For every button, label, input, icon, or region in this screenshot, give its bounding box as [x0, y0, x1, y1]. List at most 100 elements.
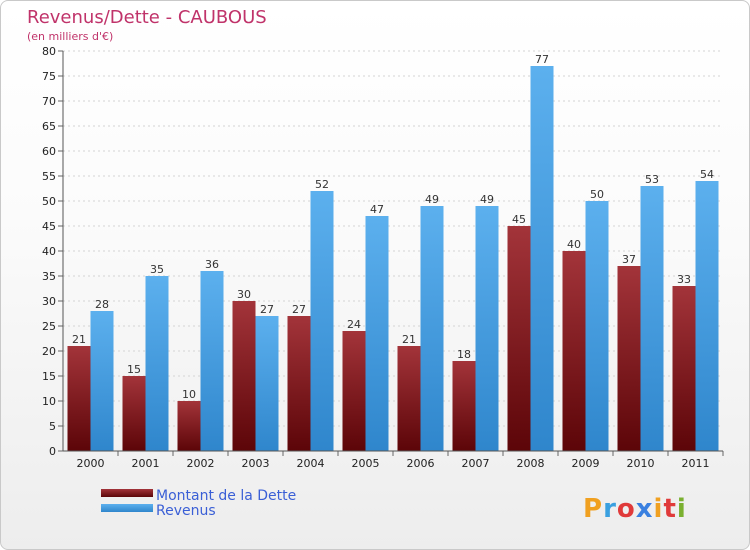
data-label: 15: [127, 363, 141, 376]
y-tick-label: 75: [42, 70, 56, 83]
y-tick-label: 70: [42, 95, 56, 108]
y-tick-label: 55: [42, 170, 56, 183]
data-label: 21: [72, 333, 86, 346]
bar-debt: [452, 361, 476, 451]
bar-debt: [397, 346, 421, 451]
x-tick-label: 2010: [627, 457, 655, 470]
bar-debt: [617, 266, 641, 451]
bar-revenus: [640, 186, 664, 451]
x-tick-label: 2006: [407, 457, 435, 470]
data-label: 40: [567, 238, 581, 251]
data-label: 27: [260, 303, 274, 316]
y-tick-label: 60: [42, 145, 56, 158]
y-tick-label: 10: [42, 395, 56, 408]
bars: [67, 66, 719, 451]
x-tick-label: 2007: [462, 457, 490, 470]
x-tick-label: 2008: [517, 457, 545, 470]
data-label: 47: [370, 203, 384, 216]
x-tick-label: 2004: [297, 457, 325, 470]
data-label: 30: [237, 288, 251, 301]
y-axis-ticks: 0 5 10 15 20 25 30 35 40 45 50 55 60 65 70 75 80: [42, 45, 63, 458]
bar-debt: [672, 286, 696, 451]
y-tick-label: 15: [42, 370, 56, 383]
y-tick-label: 50: [42, 195, 56, 208]
x-tick-label: 2009: [572, 457, 600, 470]
legend-swatch-revenus: [101, 504, 153, 512]
axes: [62, 51, 723, 452]
x-tick-label: 2000: [77, 457, 105, 470]
x-tick-label: 2005: [352, 457, 380, 470]
y-tick-label: 30: [42, 295, 56, 308]
data-labels: 21 28 15 35 10 36 30 27 27 52 24 47 21 49 18 49 45 77 40 50…: [72, 53, 714, 401]
y-tick-label: 35: [42, 270, 56, 283]
bar-revenus: [90, 311, 114, 451]
bar-debt: [177, 401, 201, 451]
brand-letter: t: [663, 494, 676, 524]
brand-letter: o: [617, 494, 636, 524]
chart-title: Revenus/Dette - CAUBOUS: [27, 7, 267, 28]
legend-label-revenus: Revenus: [156, 503, 216, 519]
data-label: 53: [645, 173, 659, 186]
data-label: 27: [292, 303, 306, 316]
y-tick-label: 80: [42, 45, 56, 58]
y-tick-label: 25: [42, 320, 56, 333]
bar-revenus: [200, 271, 224, 451]
y-tick-label: 5: [49, 420, 56, 433]
bar-revenus: [475, 206, 499, 451]
bar-revenus: [420, 206, 444, 451]
data-label: 36: [205, 258, 219, 271]
data-label: 49: [480, 193, 494, 206]
bar-revenus: [310, 191, 334, 451]
data-label: 35: [150, 263, 164, 276]
brand-letter: x: [636, 494, 654, 524]
bar-debt: [562, 251, 586, 451]
data-label: 21: [402, 333, 416, 346]
data-label: 54: [700, 168, 714, 181]
grid: [63, 50, 723, 452]
x-tick-label: 2003: [242, 457, 270, 470]
legend-swatch-debt: [101, 489, 153, 497]
y-tick-label: 20: [42, 345, 56, 358]
y-tick-label: 65: [42, 120, 56, 133]
bar-debt: [507, 226, 531, 451]
bar-debt: [232, 301, 256, 451]
chart-subtitle: (en milliers d'€): [27, 30, 113, 43]
bar-debt: [342, 331, 366, 451]
data-label: 37: [622, 253, 636, 266]
y-tick-label: 45: [42, 220, 56, 233]
data-label: 10: [182, 388, 196, 401]
x-axis-ticks: 2000 2001 2002 2003 2004 2005 2006 2007 2008 2009…: [77, 451, 724, 470]
bar-revenus: [585, 201, 609, 451]
x-tick-label: 2001: [132, 457, 160, 470]
bar-debt: [287, 316, 311, 451]
brand-letter: i: [654, 494, 664, 524]
bar-revenus: [365, 216, 389, 451]
bar-debt: [122, 376, 146, 451]
data-label: 28: [95, 298, 109, 311]
brand-letter: P: [583, 494, 603, 524]
x-tick-label: 2002: [187, 457, 215, 470]
data-label: 77: [535, 53, 549, 66]
data-label: 45: [512, 213, 526, 226]
x-tick-label: 2011: [682, 457, 710, 470]
data-label: 24: [347, 318, 361, 331]
bar-revenus: [695, 181, 719, 451]
bar-revenus: [530, 66, 554, 451]
bar-revenus: [145, 276, 169, 451]
bar-revenus: [255, 316, 279, 451]
legend: Montant de la Dette Revenus: [101, 488, 296, 519]
data-label: 52: [315, 178, 329, 191]
brand-letter: r: [603, 494, 617, 524]
data-label: 50: [590, 188, 604, 201]
y-tick-label: 40: [42, 245, 56, 258]
data-label: 49: [425, 193, 439, 206]
legend-label-debt: Montant de la Dette: [156, 488, 296, 504]
brand-logo: Proxiti: [583, 494, 687, 524]
bar-debt: [67, 346, 91, 451]
y-tick-label: 0: [49, 445, 56, 458]
data-label: 18: [457, 348, 471, 361]
brand-letter: i: [677, 494, 687, 524]
data-label: 33: [677, 273, 691, 286]
